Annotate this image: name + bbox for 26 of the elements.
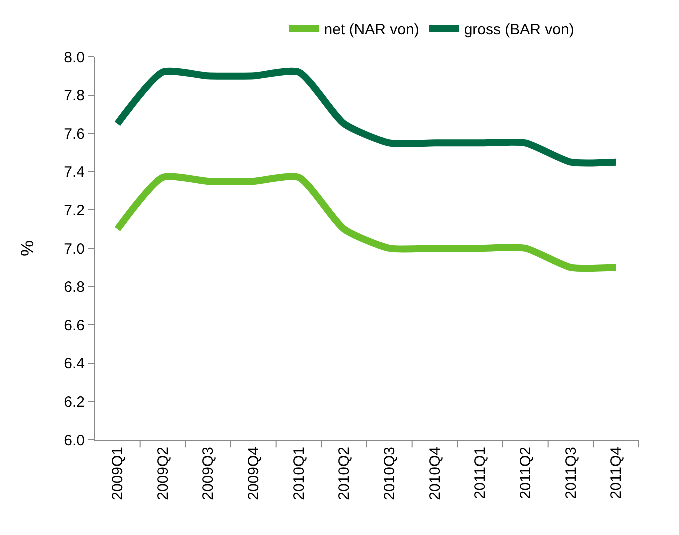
legend-label: gross (BAR von) xyxy=(464,22,574,39)
y-tick-label: 7.6 xyxy=(64,126,85,143)
y-tick-label: 8.0 xyxy=(64,49,85,66)
x-tick-label: 2009Q4 xyxy=(246,447,263,500)
y-tick-label: 7.0 xyxy=(64,240,85,258)
x-tick-label: 2010Q1 xyxy=(290,447,308,500)
y-tick-label: 7.4 xyxy=(64,164,85,182)
y-tick-label: 7.8 xyxy=(64,88,85,105)
x-tick-label: 2011Q2 xyxy=(518,447,535,500)
y-tick-label: 6.6 xyxy=(64,317,85,334)
x-tick-label: 2009Q1 xyxy=(110,447,127,500)
y-tick-label: 6.4 xyxy=(64,356,85,373)
legend-label: net (NAR von) xyxy=(324,22,420,39)
x-tick-label: 2009Q2 xyxy=(154,447,172,500)
y-tick-label: 7.2 xyxy=(64,202,85,220)
y-tick-label: 6.2 xyxy=(64,394,85,411)
x-tick-label: 2010Q4 xyxy=(426,447,444,500)
x-tick-label: 2011Q1 xyxy=(472,447,490,500)
x-tick-label: 2011Q4 xyxy=(608,447,626,500)
y-tick-label: 6.0 xyxy=(64,432,85,450)
y-tick-label: 6.8 xyxy=(64,279,85,296)
x-tick-label: 2010Q2 xyxy=(336,447,354,500)
y-axis-title: % xyxy=(17,240,38,257)
x-tick-label: 2011Q3 xyxy=(562,447,580,500)
x-tick-label: 2009Q3 xyxy=(200,447,218,500)
x-tick-label: 2010Q3 xyxy=(382,447,399,500)
